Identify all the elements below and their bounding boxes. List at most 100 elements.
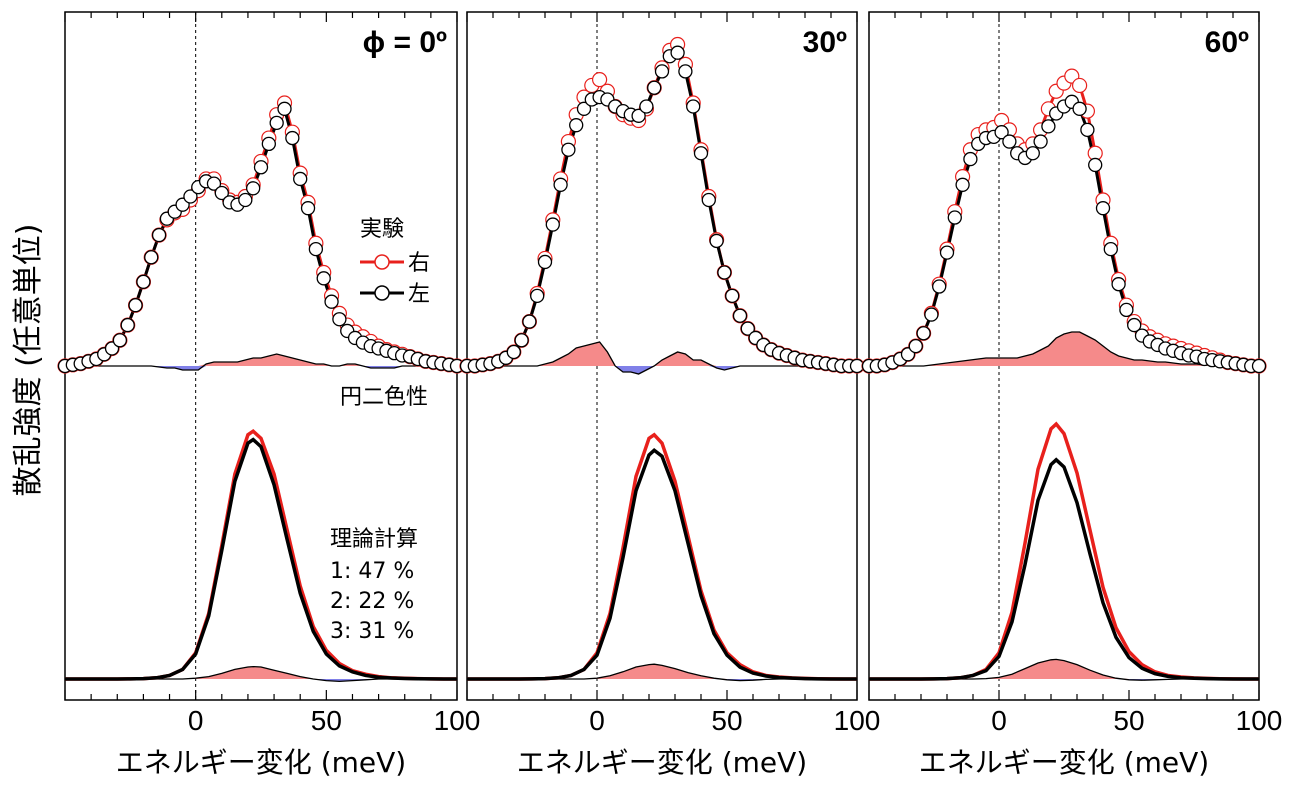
theory-left-line	[869, 457, 1259, 681]
theory-left-line	[65, 437, 457, 681]
theory-left-line	[467, 447, 857, 681]
legend: 実験 右 左 円二色性 理論計算 1: 47 % 2: 22 % 3: 31 %	[330, 217, 430, 644]
experiment-left-point	[537, 254, 553, 270]
experiment-left-point	[725, 288, 740, 304]
experiment-cd-positive-area	[467, 342, 857, 366]
experiment-left-point	[269, 115, 284, 130]
chart-panels: 0 50 100 エネルギー変化 (meV) ϕ = 0º 0 50 100 エネルギー変化 (…	[57, 11, 1283, 779]
theory-cd-positive-area	[65, 666, 457, 679]
experiment-left-point	[916, 326, 931, 341]
experiment-cd-line	[467, 341, 857, 375]
experiment-left-point	[183, 189, 198, 204]
experiment-left-point	[955, 177, 970, 192]
experiment-left-point	[678, 64, 693, 79]
experiment-left-point	[1127, 317, 1142, 333]
experiment-left-point	[686, 99, 701, 114]
experiment-left-point	[947, 210, 962, 225]
panel-frame	[64, 11, 458, 701]
experiment-left-point	[569, 118, 584, 133]
experiment-left-point	[1095, 201, 1111, 216]
experiment-left-point	[639, 99, 654, 114]
x-axis-label: エネルギー変化 (meV)	[919, 746, 1209, 779]
experiment-left-point	[514, 333, 529, 348]
x-axis-label: エネルギー変化 (meV)	[517, 746, 807, 779]
experiment-left-point	[717, 265, 732, 280]
experiment-left-point	[1080, 122, 1095, 138]
experiment-left-point	[732, 308, 748, 323]
experiment-left-point	[293, 171, 308, 187]
experiment-left-point	[631, 108, 646, 123]
experiment-left-point	[576, 101, 592, 116]
experiment-left-point	[545, 217, 560, 232]
experiment-left-point	[522, 314, 537, 329]
experiment-left-point	[261, 136, 276, 152]
experiment-left-point	[553, 177, 568, 192]
panel-3: 0 50 100 エネルギー変化 (meV) 60º	[861, 11, 1283, 779]
experiment-left-point	[332, 312, 347, 327]
x-tick-label: 0	[589, 705, 605, 736]
experiment-cd-line	[65, 353, 457, 371]
experiment-left-point	[561, 142, 576, 157]
experiment-left-point	[1033, 134, 1048, 149]
experiment-left-point	[112, 333, 128, 348]
panel-frame	[868, 11, 1260, 701]
experiment-left-point	[963, 151, 978, 167]
experiment-left-point	[246, 181, 261, 196]
panel-frame	[466, 11, 858, 701]
experiment-left-point	[144, 250, 159, 265]
experiment-left-point	[1111, 277, 1126, 292]
experiment-left-point	[939, 245, 955, 260]
experiment-left-point	[994, 125, 1009, 140]
x-tick-label: 0	[991, 705, 1007, 736]
legend-left-marker	[374, 285, 390, 301]
experiment-left-point	[908, 338, 923, 354]
experiment-left-point	[120, 317, 135, 333]
experiment-left-point	[214, 185, 229, 201]
x-tick-label: 50	[711, 705, 742, 736]
panel-angle-label: ϕ = 0º	[363, 26, 447, 59]
experiment-left-point	[506, 344, 521, 360]
experiment-left-point	[1041, 119, 1056, 134]
experiment-left-point	[740, 321, 755, 336]
experiment-left-point	[670, 45, 685, 60]
legend-theory-line-1: 1: 47 %	[330, 559, 414, 584]
experiment-left-point	[530, 288, 545, 304]
experiment-right-point	[591, 71, 608, 88]
experiment-left-point	[1025, 146, 1040, 161]
x-tick-label: 100	[1236, 705, 1283, 736]
experiment-left-point	[285, 130, 300, 146]
panel-2: 0 50 100 エネルギー変化 (meV) 30º	[459, 11, 880, 779]
experiment-left-point	[701, 192, 716, 208]
experiment-cd-negative-area	[467, 366, 857, 374]
x-tick-label: 0	[188, 705, 204, 736]
experiment-left-point	[1002, 134, 1017, 149]
legend-right-marker	[374, 254, 390, 270]
experiment-left-point	[316, 271, 331, 286]
y-axis-label: 散乱強度 (任意単位)	[11, 224, 46, 497]
experiment-left-point	[1103, 241, 1118, 257]
panel-1: 0 50 100 エネルギー変化 (meV) ϕ = 0º	[57, 11, 481, 779]
experiment-cd-positive-area	[65, 354, 457, 366]
experiment-left-point	[324, 294, 339, 309]
panel-angle-label: 60º	[1205, 26, 1249, 59]
experiment-left-point	[151, 227, 167, 243]
experiment-left-point	[1072, 101, 1087, 116]
experiment-left-point	[693, 146, 709, 161]
x-axis-label: エネルギー変化 (meV)	[116, 746, 406, 779]
experiment-left-point	[238, 192, 253, 208]
experiment-left-point	[654, 64, 670, 79]
experiment-left-point	[128, 298, 143, 313]
x-tick-label: 100	[434, 705, 481, 736]
theory-cd-positive-area	[869, 659, 1259, 679]
experiment-right-point	[1071, 77, 1088, 94]
legend-experiment-title: 実験	[360, 217, 404, 242]
experiment-left-point	[277, 101, 292, 116]
legend-theory-line-2: 2: 22 %	[330, 589, 414, 614]
experiment-left-point	[206, 176, 222, 191]
theory-right-line	[869, 421, 1259, 681]
legend-right-label: 右	[408, 251, 430, 276]
x-tick-label: 50	[311, 705, 342, 736]
legend-theory-line-3: 3: 31 %	[330, 619, 414, 644]
experiment-left-point	[1251, 358, 1267, 374]
